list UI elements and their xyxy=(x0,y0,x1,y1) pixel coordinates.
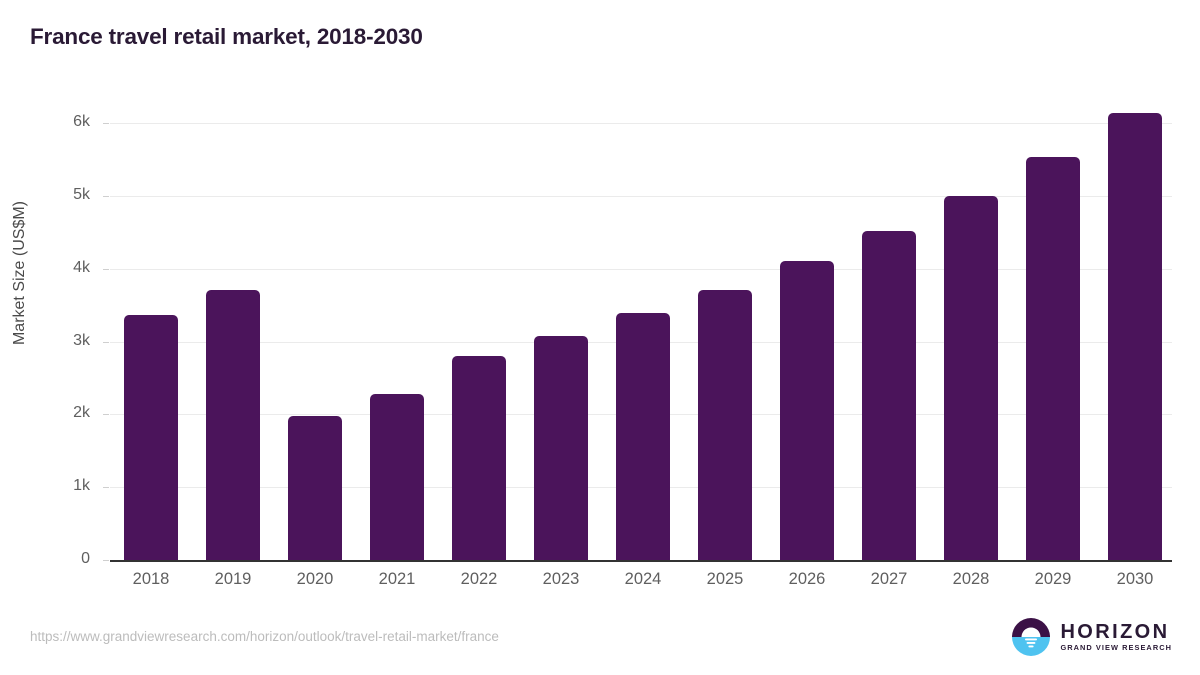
x-axis-tick-label: 2022 xyxy=(460,570,498,588)
y-axis-tick-mark xyxy=(103,341,109,343)
x-axis-tick-label: 2024 xyxy=(624,570,662,588)
y-axis-tick-label: 4k xyxy=(73,258,90,276)
bar[interactable] xyxy=(1108,112,1162,560)
bar[interactable] xyxy=(698,289,752,560)
bar[interactable] xyxy=(206,289,260,560)
y-axis-tick-mark xyxy=(103,414,109,416)
y-axis-tick-mark xyxy=(103,268,109,270)
bar[interactable] xyxy=(452,356,506,560)
x-axis-tick-label: 2029 xyxy=(1034,570,1072,588)
bar[interactable] xyxy=(288,415,342,560)
horizon-sun-icon xyxy=(1012,618,1051,656)
bar[interactable] xyxy=(616,313,670,560)
x-axis-tick-label: 2019 xyxy=(214,570,252,588)
bar[interactable] xyxy=(780,261,834,560)
bar[interactable] xyxy=(862,230,916,560)
gridline xyxy=(110,195,1172,197)
y-axis-tick-mark xyxy=(103,195,109,197)
y-axis-tick-label: 0 xyxy=(81,550,90,567)
logo-text: HORIZON GRAND VIEW RESEARCH xyxy=(1060,622,1172,651)
x-axis-tick-label: 2030 xyxy=(1116,570,1154,588)
x-axis-tick-label: 2023 xyxy=(542,570,580,588)
y-axis-tick-mark xyxy=(103,123,109,124)
bar[interactable] xyxy=(944,195,998,560)
x-axis-tick-label: 2020 xyxy=(296,570,334,588)
gridline xyxy=(110,268,1172,270)
bar[interactable] xyxy=(534,335,588,560)
y-axis-tick-label: 2k xyxy=(73,404,90,422)
x-axis-tick-label: 2026 xyxy=(788,570,826,588)
logo-wordmark: HORIZON xyxy=(1060,621,1170,644)
y-axis-tick-label: 6k xyxy=(73,113,90,130)
y-axis-title: Market Size (US$M) xyxy=(11,200,28,346)
x-axis-tick-label: 2018 xyxy=(132,570,170,588)
bar[interactable] xyxy=(1026,157,1080,560)
plot-area xyxy=(110,112,1172,560)
bar[interactable] xyxy=(124,314,178,560)
y-axis-tick-mark xyxy=(103,487,109,489)
logo-tagline: GRAND VIEW RESEARCH xyxy=(1060,643,1172,653)
source-url[interactable]: https://www.grandviewresearch.com/horizo… xyxy=(30,629,499,644)
y-axis-tick-label: 3k xyxy=(73,331,90,349)
y-axis-tick-label: 1k xyxy=(73,477,90,495)
x-axis-tick-label: 2028 xyxy=(952,570,990,588)
bar[interactable] xyxy=(370,393,424,560)
brand-logo[interactable]: HORIZON GRAND VIEW RESEARCH xyxy=(1011,617,1172,657)
x-axis-tick-label: 2025 xyxy=(706,570,744,588)
y-axis-tick-label: 5k xyxy=(73,185,90,203)
x-axis-line xyxy=(110,560,1172,562)
y-axis-tick-mark xyxy=(103,560,109,561)
page-title: France travel retail market, 2018-2030 xyxy=(30,24,423,49)
x-axis-tick-label: 2027 xyxy=(870,570,908,588)
x-axis-tick-label: 2021 xyxy=(378,570,416,588)
gridline xyxy=(110,123,1172,124)
